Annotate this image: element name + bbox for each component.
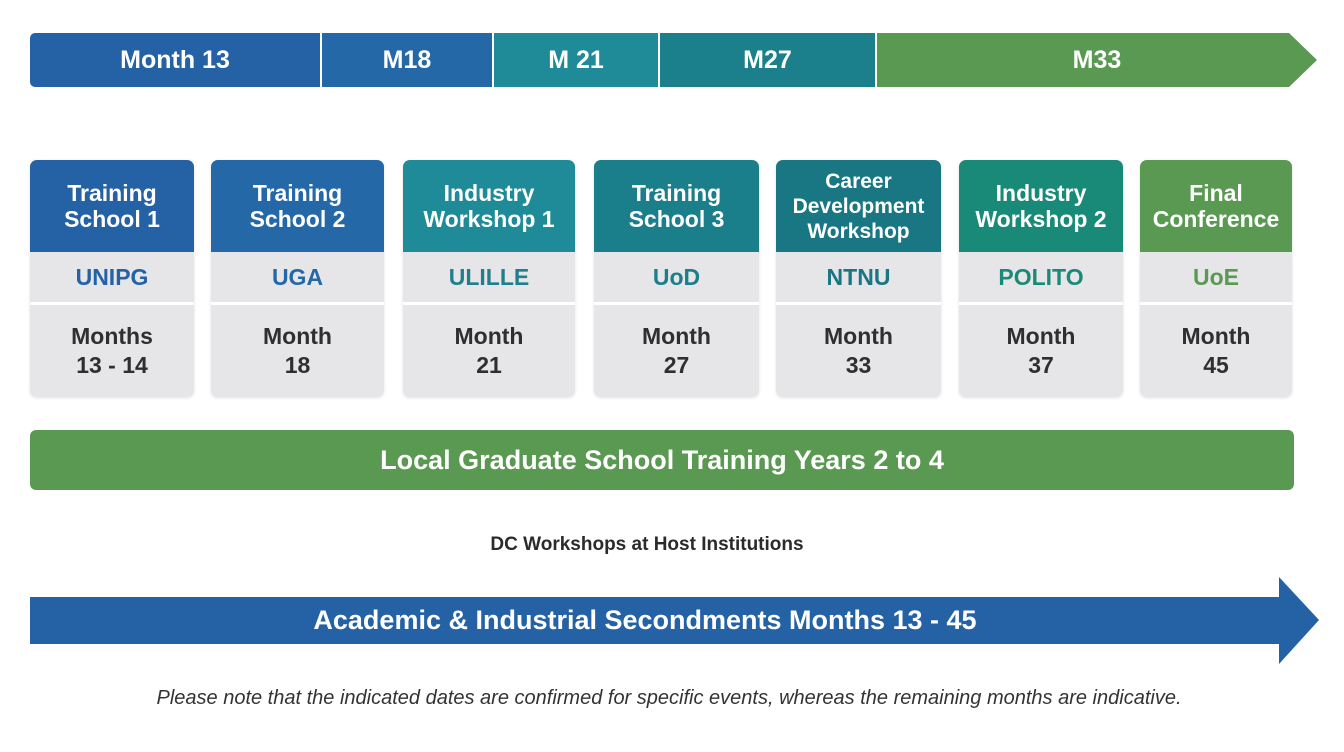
event-title: Career Development Workshop <box>776 160 941 252</box>
event-card-career-development-workshop: Career Development Workshop NTNU Month 3… <box>776 160 941 397</box>
event-institution: UoE <box>1140 252 1292 305</box>
timeline-segment-m18: M18 <box>320 33 492 87</box>
event-card-industry-workshop-1: Industry Workshop 1 ULILLE Month 21 <box>403 160 575 397</box>
event-title: Training School 1 <box>30 160 194 252</box>
event-card-industry-workshop-2: Industry Workshop 2 POLITO Month 37 <box>959 160 1123 397</box>
secondments-label: Academic & Industrial Secondments Months… <box>313 605 977 635</box>
event-month: Months 13 - 14 <box>71 323 153 378</box>
event-institution: NTNU <box>776 252 941 305</box>
event-month: Month 21 <box>454 323 524 378</box>
timeline-segment-m21: M 21 <box>492 33 658 87</box>
event-institution: UoD <box>594 252 759 305</box>
event-title: Industry Workshop 2 <box>959 160 1123 252</box>
event-institution: ULILLE <box>403 252 575 305</box>
event-month: Month 18 <box>263 323 332 378</box>
event-month: Month 33 <box>824 323 893 378</box>
secondments-arrow: Academic & Industrial Secondments Months… <box>30 577 1319 664</box>
timeline-segment-month-13: Month 13 <box>30 33 320 87</box>
event-card-final-conference: Final Conference UoE Month 45 <box>1140 160 1292 397</box>
event-title: Training School 3 <box>594 160 759 252</box>
event-title: Final Conference <box>1140 160 1292 252</box>
event-month: Month 37 <box>1006 323 1076 378</box>
event-card-training-school-1: Training School 1 UNIPG Months 13 - 14 <box>30 160 194 397</box>
event-month: Month 27 <box>642 323 711 378</box>
event-month: Month 45 <box>1181 323 1251 378</box>
timeline-segment-m27: M27 <box>658 33 875 87</box>
event-institution: POLITO <box>959 252 1123 305</box>
event-institution: UNIPG <box>30 252 194 305</box>
timeline-segment-m33: M33 <box>875 33 1317 87</box>
local-training-bar: Local Graduate School Training Years 2 t… <box>30 430 1294 490</box>
event-title: Training School 2 <box>211 160 384 252</box>
timeline-arrow: Month 13 M18 M 21 M27 M33 <box>30 33 1317 87</box>
footnote: Please note that the indicated dates are… <box>156 687 1182 709</box>
dc-workshops-label: DC Workshops at Host Institutions <box>490 534 804 555</box>
event-institution: UGA <box>211 252 384 305</box>
event-card-training-school-3: Training School 3 UoD Month 27 <box>594 160 759 397</box>
event-title: Industry Workshop 1 <box>403 160 575 252</box>
event-card-training-school-2: Training School 2 UGA Month 18 <box>211 160 384 397</box>
secondments-arrow-shape <box>30 577 1319 664</box>
